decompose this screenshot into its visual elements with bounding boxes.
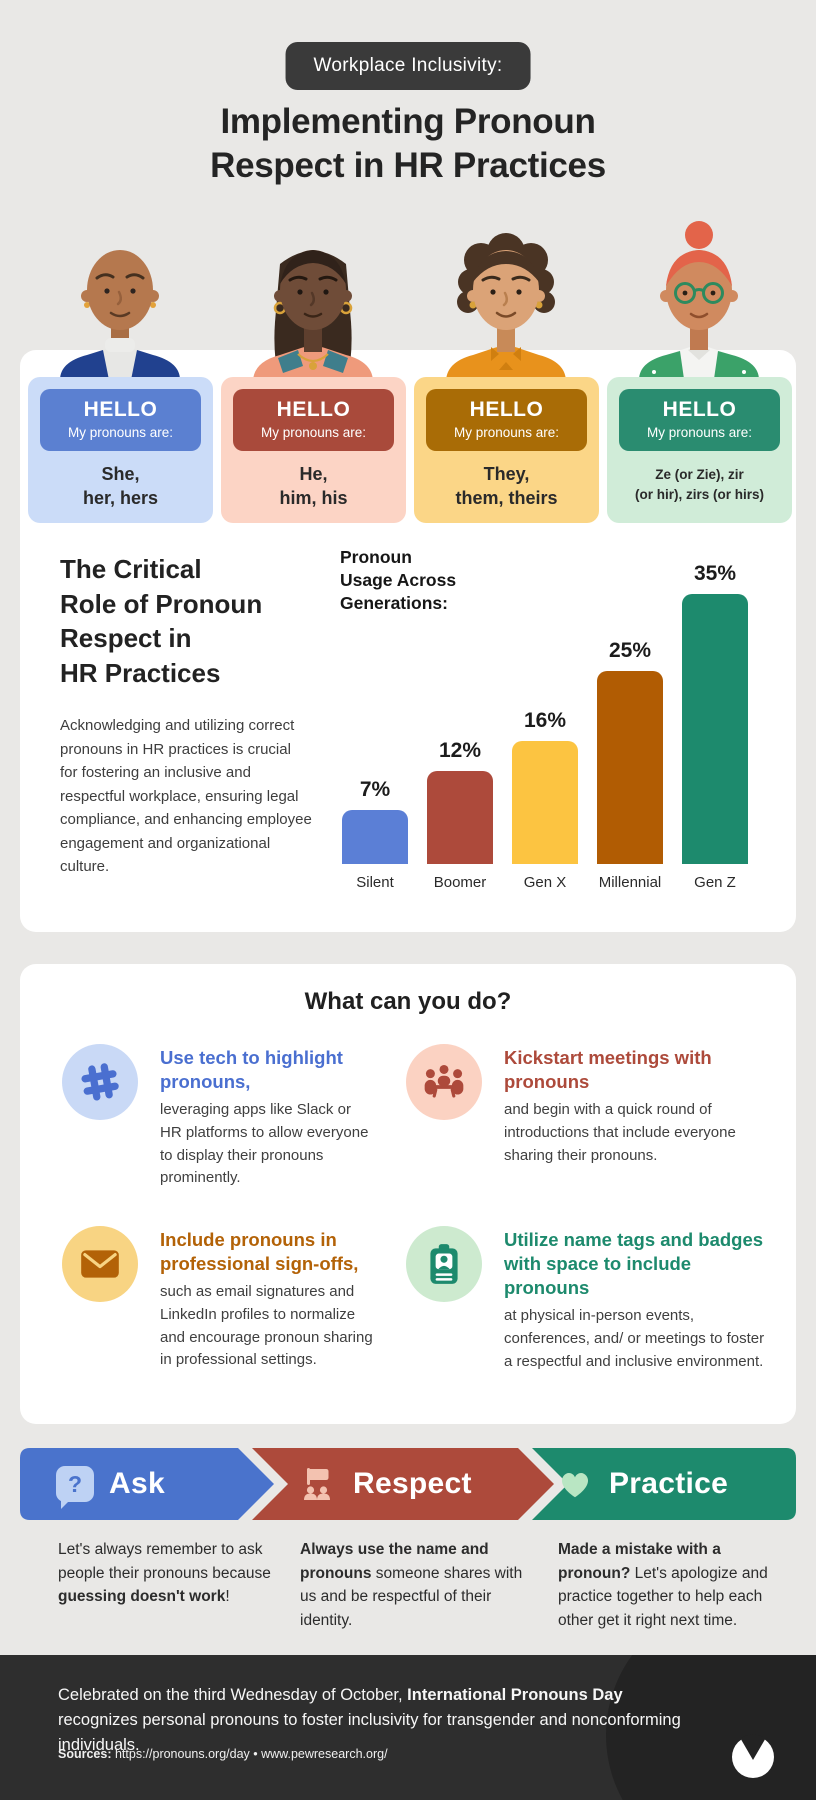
hello-badge: HELLO My pronouns are: bbox=[619, 389, 780, 451]
hello-badge: HELLO My pronouns are: bbox=[426, 389, 587, 451]
pronoun-text: They, them, theirs bbox=[455, 464, 558, 509]
flag-people-icon bbox=[304, 1468, 330, 1500]
question-glyph: ? bbox=[67, 1470, 83, 1497]
card-what-can-you-do bbox=[20, 964, 796, 1424]
critical-role-heading: The Critical Role of Pronoun Respect in … bbox=[60, 554, 263, 688]
steps-arrows bbox=[20, 1448, 796, 1520]
step-practice: Practice bbox=[556, 1448, 728, 1520]
action-title: Kickstart meetings with pronouns bbox=[504, 1047, 712, 1093]
pronoun-text: He, him, his bbox=[279, 464, 348, 509]
bar-column-gen-x: 16% Gen X bbox=[512, 709, 578, 892]
avatar-they-them bbox=[421, 212, 591, 400]
practice-arrow bbox=[532, 1448, 796, 1520]
step-ask-description: Let's always remember to ask people thei… bbox=[58, 1541, 271, 1606]
bar-category-label: Gen Z bbox=[694, 874, 736, 891]
pronoun-card-she: HELLO My pronouns are: She, her, hers bbox=[28, 377, 213, 523]
bar-chart: 7% Silent 12% Boomer 16% Gen X 25% Millennial 35… bbox=[342, 556, 748, 892]
chart-title: Pronoun Usage Across Generations: bbox=[340, 547, 457, 614]
hello-subtitle: My pronouns are: bbox=[646, 425, 753, 440]
avatar-ze-zir bbox=[614, 212, 784, 400]
step-label-text: Ask bbox=[109, 1467, 165, 1500]
actions-heading: What can you do? bbox=[304, 988, 512, 1015]
bar-value-label: 16% bbox=[523, 709, 567, 732]
envelope-icon bbox=[62, 1226, 138, 1302]
hello-title: HELLO bbox=[276, 398, 351, 421]
bar-category-label: Silent bbox=[356, 874, 394, 891]
footer-note: Celebrated on the third Wednesday of Oct… bbox=[58, 1686, 681, 1755]
bar-column-millennial: 25% Millennial bbox=[597, 639, 663, 892]
footer-sources: Sources: https://pronouns.org/day • www.… bbox=[58, 1747, 388, 1761]
hello-badge: HELLO My pronouns are: bbox=[233, 389, 394, 451]
critical-role-body: Acknowledging and utilizing correct pron… bbox=[60, 717, 312, 876]
action-item-meetings: Kickstart meetings with pronouns and beg… bbox=[406, 1044, 768, 1167]
avatar-she-her bbox=[35, 212, 205, 400]
bar-category-label: Gen X bbox=[523, 874, 567, 891]
footer: Celebrated on the third Wednesday of Oct… bbox=[0, 1655, 816, 1800]
action-title: Use tech to highlight pronouns, bbox=[160, 1047, 343, 1093]
bar-column-boomer: 12% Boomer bbox=[427, 739, 493, 892]
hello-subtitle: My pronouns are: bbox=[67, 425, 174, 440]
action-title: Utilize name tags and badges with space … bbox=[504, 1229, 764, 1299]
action-item-tech: Use tech to highlight pronouns, leveragi… bbox=[62, 1044, 374, 1190]
respect-arrow bbox=[252, 1448, 554, 1520]
pronoun-text: She, her, hers bbox=[82, 464, 159, 509]
bar bbox=[597, 671, 663, 864]
step-practice-description: Made a mistake with a pronoun? Let's apo… bbox=[558, 1541, 768, 1629]
bar bbox=[682, 594, 748, 864]
bar-column-gen-z: 35% Gen Z bbox=[682, 562, 748, 892]
step-label-text: Respect bbox=[353, 1467, 472, 1500]
footer-decorative-circle bbox=[606, 1655, 816, 1800]
step-ask: ? Ask bbox=[56, 1448, 165, 1520]
pronoun-card-they: HELLO My pronouns are: They, them, their… bbox=[414, 377, 599, 523]
bar-value-label: 35% bbox=[693, 562, 737, 585]
hello-subtitle: My pronouns are: bbox=[260, 425, 367, 440]
step-label-text: Practice bbox=[609, 1467, 729, 1500]
avatar-he-him bbox=[228, 212, 398, 400]
bar-value-label: 7% bbox=[359, 778, 391, 801]
page-title: Implementing Pronoun Respect in HR Pract… bbox=[210, 102, 606, 186]
name-badge-icon bbox=[406, 1226, 482, 1302]
action-title: Include pronouns in professional sign-of… bbox=[160, 1229, 359, 1275]
pronoun-text: Ze (or Zie), zir (or hir), zirs (or hirs… bbox=[634, 467, 764, 502]
bar bbox=[427, 771, 493, 864]
pronoun-card-ze: HELLO My pronouns are: Ze (or Zie), zir … bbox=[607, 377, 792, 523]
action-item-signoffs: Include pronouns in professional sign-of… bbox=[62, 1226, 374, 1372]
bar bbox=[342, 810, 408, 864]
sources-text: https://pronouns.org/day • www.pewresear… bbox=[111, 1747, 388, 1761]
hello-title: HELLO bbox=[83, 398, 158, 421]
action-body: such as email signatures and LinkedIn pr… bbox=[160, 1283, 373, 1369]
hello-subtitle: My pronouns are: bbox=[453, 425, 560, 440]
meeting-people-icon bbox=[406, 1044, 482, 1120]
bar-column-silent: 7% Silent bbox=[342, 778, 408, 892]
brand-logo-icon bbox=[732, 1734, 774, 1778]
sources-label: Sources: bbox=[58, 1747, 112, 1761]
bar-value-label: 25% bbox=[608, 639, 652, 662]
bar-category-label: Boomer bbox=[433, 874, 487, 891]
slack-hash-icon bbox=[62, 1044, 138, 1120]
action-item-badges: Utilize name tags and badges with space … bbox=[406, 1226, 776, 1374]
header-tag: Workplace Inclusivity: bbox=[285, 42, 531, 90]
bar-category-label: Millennial bbox=[598, 874, 662, 891]
bar-value-label: 12% bbox=[438, 739, 482, 762]
action-body: leveraging apps like Slack or HR platfor… bbox=[160, 1101, 369, 1187]
heart-icon bbox=[561, 1473, 589, 1498]
hello-badge: HELLO My pronouns are: bbox=[40, 389, 201, 451]
hello-title: HELLO bbox=[662, 398, 737, 421]
pronoun-card-he: HELLO My pronouns are: He, him, his bbox=[221, 377, 406, 523]
step-respect: Respect bbox=[298, 1448, 472, 1520]
question-bubble-icon: ? bbox=[56, 1466, 94, 1509]
action-body: at physical in-person events, conference… bbox=[504, 1307, 765, 1370]
hello-title: HELLO bbox=[469, 398, 544, 421]
action-body: and begin with a quick round of introduc… bbox=[504, 1101, 736, 1164]
bar bbox=[512, 741, 578, 864]
step-respect-description: Always use the name and pronouns someone… bbox=[300, 1541, 523, 1629]
